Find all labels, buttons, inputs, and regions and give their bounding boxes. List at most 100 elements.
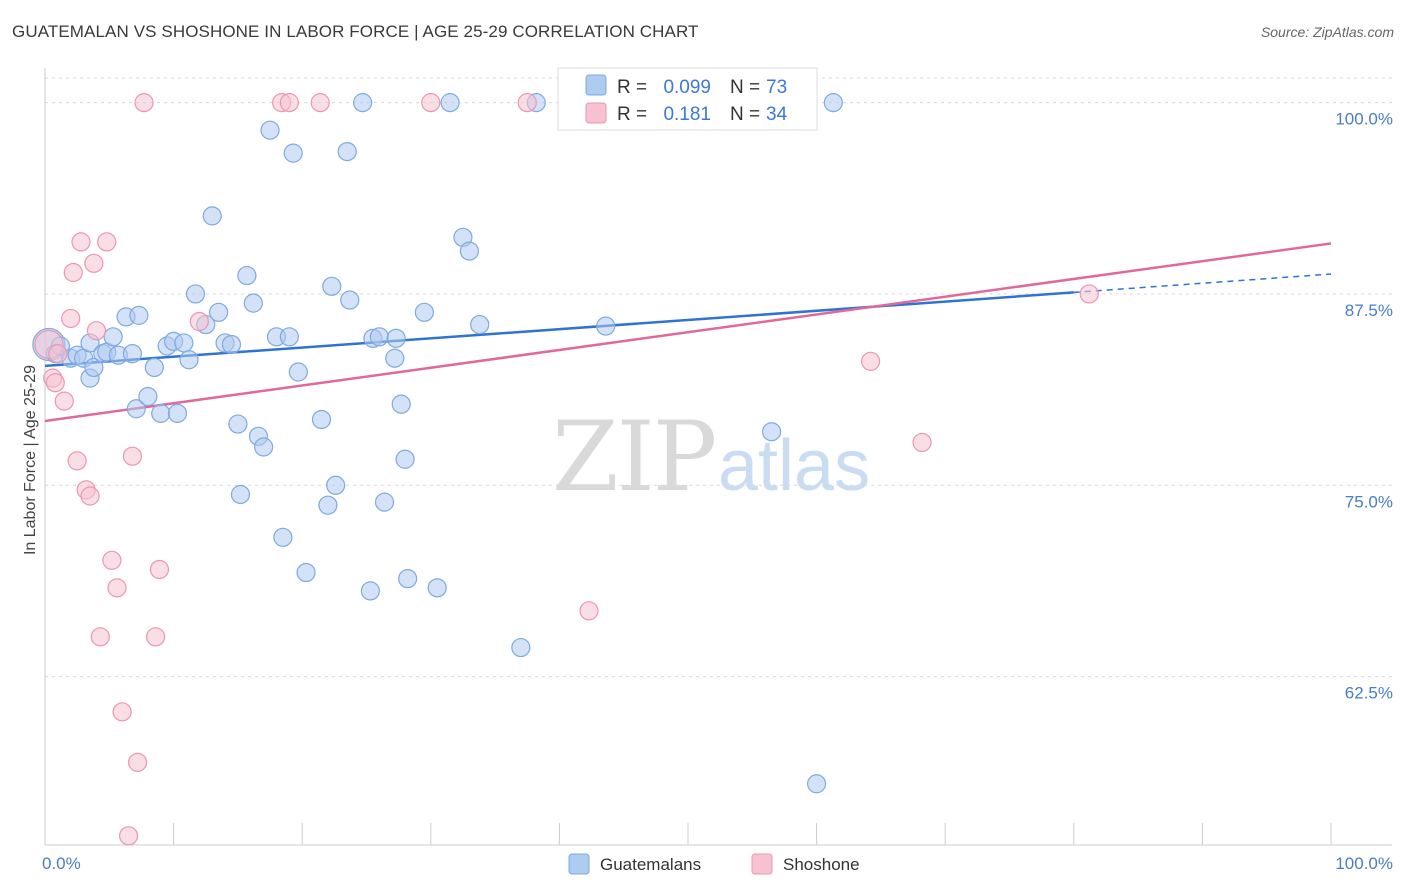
legend-n-label-2: N = [730, 104, 760, 125]
guatemalan-point [326, 475, 346, 495]
y-tick-label: 62.5% [1345, 684, 1393, 703]
guatemalan-point [273, 527, 293, 547]
guatemalan-point [237, 265, 257, 286]
bottom-legend-swatch-shoshone [751, 853, 773, 875]
guatemalan-point [174, 333, 194, 353]
guatemalan-point [459, 241, 479, 261]
guatemalan-point [360, 581, 380, 601]
watermark-atlas: atlas [718, 426, 870, 506]
shoshone-point [90, 627, 110, 647]
shoshone-point [102, 550, 122, 570]
watermark: ZIP atlas [552, 401, 870, 513]
shoshone-point [86, 321, 107, 341]
guatemalan-point [144, 357, 164, 378]
legend-n-value-1: 73 [766, 77, 787, 98]
guatemalan-point [84, 357, 104, 378]
guatemalan-point [167, 403, 188, 423]
x-tick-label-min: 0.0% [42, 854, 81, 873]
guatemalan-point [340, 290, 360, 310]
legend-swatch-shoshone [585, 102, 607, 124]
shoshone-point [279, 93, 299, 113]
shoshone-point [912, 432, 932, 453]
guatemalan-point [228, 414, 248, 434]
shoshone-point [71, 232, 91, 252]
guatemalan-point [398, 569, 418, 589]
guatemalan-point [279, 327, 299, 347]
shoshone-point [127, 752, 148, 772]
guatemalan-point [209, 302, 229, 322]
guatemalan-point [385, 348, 405, 368]
y-tick-label: 100.0% [1335, 110, 1393, 129]
shoshone-point [310, 93, 330, 113]
shoshone-point [421, 93, 441, 113]
guatemalan-point [288, 362, 308, 382]
guatemalan-point [374, 492, 395, 512]
guatemalan-point [151, 403, 171, 423]
legend-r-value-2: 0.181 [663, 104, 711, 125]
trend-lines [44, 242, 1332, 423]
shoshone-point [48, 344, 68, 364]
y-tick-label: 87.5% [1345, 301, 1393, 320]
shoshone-point [134, 93, 154, 113]
guatemalan-point [353, 93, 373, 113]
guatemalan-point [414, 302, 434, 322]
shoshone-point [122, 446, 143, 466]
shoshone-point [54, 391, 74, 411]
guatemalan-point [470, 314, 490, 335]
legend-n-value-2: 34 [766, 104, 788, 125]
bottom-legend-shoshone: Shoshone [783, 855, 860, 874]
legend-swatch-guatemalans [585, 74, 607, 96]
legend-n-label-1: N = [730, 77, 760, 98]
guatemalan-point [138, 386, 158, 407]
guatemalan-point [202, 206, 222, 226]
guatemalan-point [395, 449, 415, 469]
shoshone-trend-line [44, 242, 1332, 423]
x-tick-label-max: 100.0% [1335, 854, 1393, 873]
shoshone-point [861, 351, 881, 371]
guatemalan-point [311, 409, 332, 430]
shoshone-point [61, 308, 81, 329]
guatemalan-point [122, 344, 143, 364]
guatemalan-point [179, 350, 199, 370]
series-legend: Guatemalans Shoshone [568, 853, 860, 875]
source-credit: Source: ZipAtlas.com [1260, 24, 1394, 40]
legend-r-value-1: 0.099 [663, 77, 711, 98]
guatemalan-point [427, 578, 447, 598]
guatemalan-point [296, 562, 316, 583]
shoshone-point [112, 702, 132, 722]
stats-legend: R = 0.099 N = 73 R = 0.181 N = 34 [557, 67, 818, 131]
shoshone-point [149, 559, 170, 580]
watermark-zip: ZIP [552, 401, 715, 513]
shoshone-point [97, 232, 117, 252]
legend-r-label-1: R = [617, 77, 647, 98]
guatemalan-point [103, 327, 123, 347]
shoshone-point [1079, 284, 1099, 304]
shoshone-point [80, 486, 100, 506]
shoshone-point [67, 451, 87, 471]
guatemalan-point [243, 293, 263, 313]
guatemalan-trend-extension [1073, 273, 1332, 294]
data-points [32, 93, 1099, 846]
shoshone-point [189, 311, 209, 332]
guatemalan-point [511, 637, 531, 658]
guatemalan-point [318, 495, 338, 515]
shoshone-point [145, 627, 166, 647]
shoshone-point [45, 373, 65, 393]
shoshone-point [579, 601, 599, 621]
tick-labels: 62.5% 75.0% 87.5% 100.0% 0.0% 100.0% [42, 110, 1393, 873]
y-axis-label: In Labor Force | Age 25-29 [22, 365, 39, 555]
guatemalan-point [283, 143, 303, 163]
guatemalan-point [440, 93, 460, 113]
chart-title: GUATEMALAN VS SHOSHONE IN LABOR FORCE | … [12, 22, 699, 41]
guatemalan-point [596, 316, 616, 336]
shoshone-point [517, 93, 537, 113]
guatemalan-point [129, 305, 149, 325]
guatemalan-point [221, 334, 242, 355]
guatemalan-point [761, 422, 782, 442]
guatemalan-trend-line [44, 291, 1074, 368]
shoshone-point [63, 262, 83, 283]
guatemalan-point [322, 276, 342, 296]
guatemalan-point [391, 394, 411, 414]
guatemalan-point [254, 437, 274, 457]
